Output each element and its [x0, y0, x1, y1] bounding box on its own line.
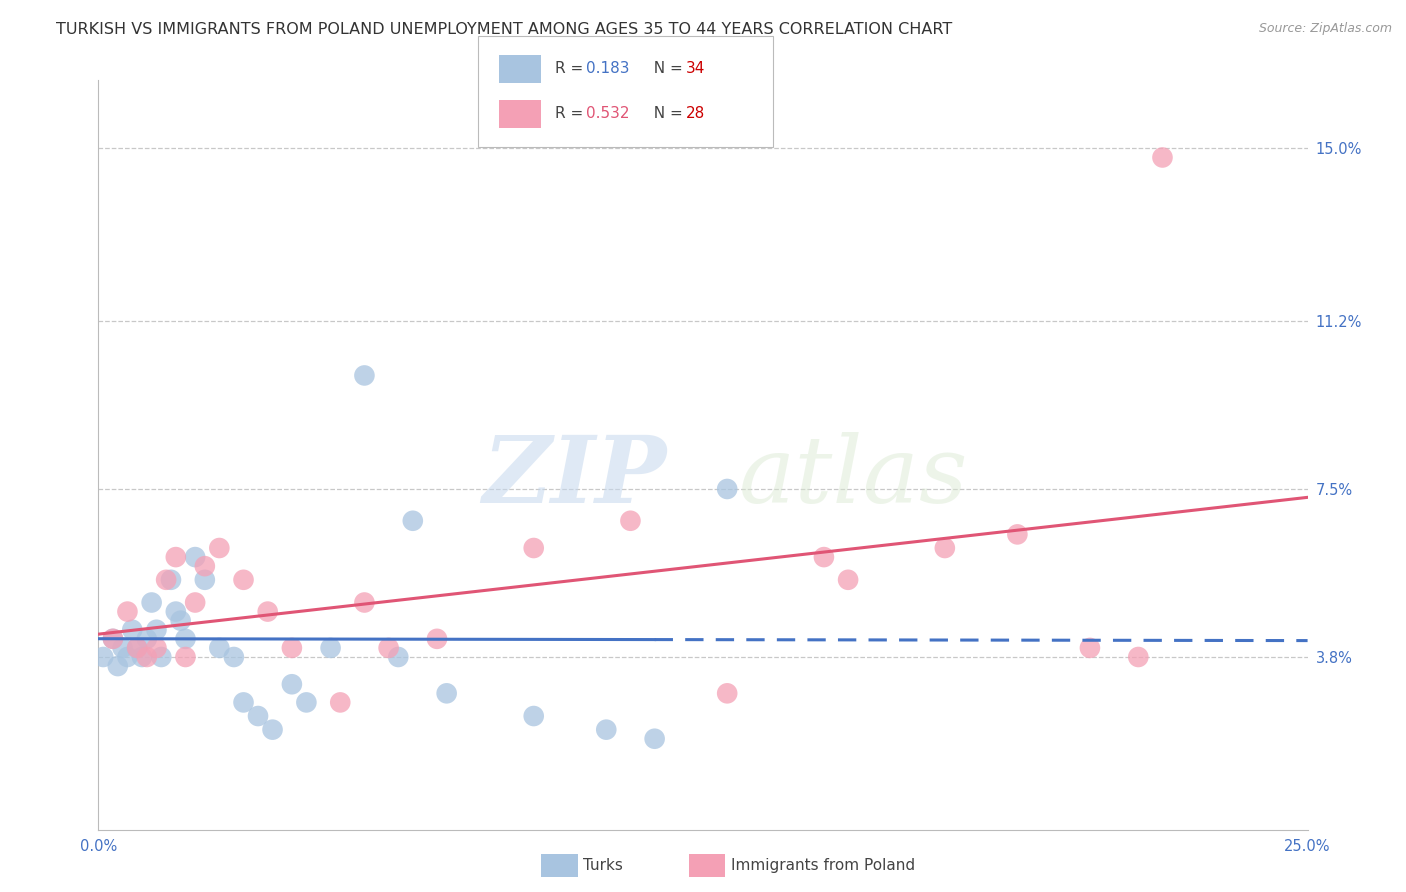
Text: Source: ZipAtlas.com: Source: ZipAtlas.com: [1258, 22, 1392, 36]
Text: N =: N =: [644, 62, 688, 77]
Point: [141, 595, 163, 609]
Point: [184, 550, 207, 565]
Point: [135, 650, 157, 665]
Point: [111, 640, 134, 655]
Point: [716, 482, 738, 496]
Point: [247, 709, 270, 723]
Point: [353, 595, 375, 609]
Point: [165, 605, 187, 619]
Point: [716, 686, 738, 700]
Point: [135, 632, 157, 646]
Point: [155, 573, 177, 587]
Point: [145, 623, 167, 637]
Point: [174, 632, 197, 646]
Text: TURKISH VS IMMIGRANTS FROM POLAND UNEMPLOYMENT AMONG AGES 35 TO 44 YEARS CORRELA: TURKISH VS IMMIGRANTS FROM POLAND UNEMPL…: [56, 22, 952, 37]
Point: [150, 650, 173, 665]
Text: R =: R =: [555, 62, 589, 77]
Point: [232, 573, 254, 587]
Point: [145, 640, 167, 655]
Point: [523, 709, 546, 723]
Point: [377, 640, 399, 655]
Point: [165, 550, 187, 565]
Point: [169, 614, 191, 628]
Point: [160, 573, 183, 587]
Point: [436, 686, 458, 700]
Point: [837, 573, 859, 587]
Point: [101, 632, 124, 646]
Point: [117, 605, 139, 619]
Text: R =: R =: [555, 106, 589, 121]
Point: [232, 695, 254, 709]
Point: [281, 640, 304, 655]
Point: [353, 368, 375, 383]
Point: [387, 650, 409, 665]
Text: 34: 34: [686, 62, 706, 77]
Point: [319, 640, 342, 655]
Point: [426, 632, 449, 646]
Point: [523, 541, 546, 555]
Point: [256, 605, 278, 619]
Point: [619, 514, 641, 528]
Text: ZIP: ZIP: [482, 433, 666, 523]
Text: Immigrants from Poland: Immigrants from Poland: [731, 858, 915, 872]
Point: [131, 650, 153, 665]
Point: [127, 640, 149, 655]
Text: 0.532: 0.532: [586, 106, 630, 121]
Point: [1152, 151, 1174, 165]
Point: [1007, 527, 1029, 541]
Point: [184, 595, 207, 609]
Point: [194, 559, 217, 574]
Point: [107, 659, 129, 673]
Point: [281, 677, 304, 691]
Point: [1128, 650, 1150, 665]
Point: [174, 650, 197, 665]
Text: atlas: atlas: [740, 433, 969, 523]
Text: 28: 28: [686, 106, 706, 121]
Point: [329, 695, 352, 709]
Text: 0.183: 0.183: [586, 62, 630, 77]
Point: [295, 695, 318, 709]
Text: Turks: Turks: [583, 858, 623, 872]
Point: [101, 632, 124, 646]
Point: [1078, 640, 1101, 655]
Point: [121, 623, 143, 637]
Point: [208, 640, 231, 655]
Point: [194, 573, 217, 587]
Point: [117, 650, 139, 665]
Point: [127, 640, 149, 655]
Text: N =: N =: [644, 106, 688, 121]
Point: [813, 550, 835, 565]
Point: [91, 650, 114, 665]
Point: [402, 514, 425, 528]
Point: [208, 541, 231, 555]
Point: [222, 650, 245, 665]
Point: [595, 723, 617, 737]
Point: [644, 731, 666, 746]
Point: [262, 723, 284, 737]
Point: [934, 541, 956, 555]
